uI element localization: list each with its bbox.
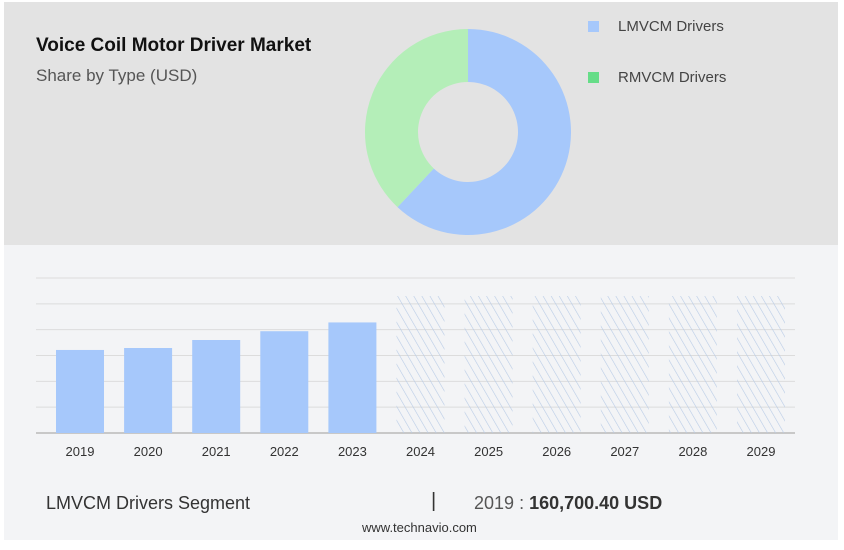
- x-tick-label: 2027: [610, 444, 639, 459]
- legend-swatch: [588, 72, 599, 83]
- donut-slice-1: [397, 29, 571, 235]
- forecast-bar-2024: [396, 296, 445, 433]
- separator: |: [431, 490, 437, 512]
- x-tick-label: 2025: [474, 444, 503, 459]
- x-tick-label: 2026: [542, 444, 571, 459]
- x-tick-label: 2020: [134, 444, 163, 459]
- bar-2022: [260, 331, 309, 433]
- x-tick-label: 2024: [406, 444, 435, 459]
- legend-label: RMVCM Drivers: [618, 69, 727, 86]
- legend-swatch: [588, 21, 599, 32]
- x-tick-label: 2028: [678, 444, 707, 459]
- legend-item-rmvcm: RMVCM Drivers: [588, 69, 726, 86]
- x-tick-label: 2029: [747, 444, 776, 459]
- bar-2023: [328, 322, 377, 433]
- forecast-bar-2025: [464, 296, 513, 433]
- bar-2020: [124, 348, 173, 433]
- forecast-bar-2026: [532, 296, 581, 433]
- x-tick-label: 2022: [270, 444, 299, 459]
- segment-label: LMVCM Drivers Segment: [46, 493, 251, 513]
- x-tick-label: 2021: [202, 444, 231, 459]
- donut-slice-2: [364, 29, 468, 208]
- colon: :: [519, 493, 525, 513]
- x-tick-label: 2019: [66, 444, 95, 459]
- x-tick-label: 2023: [338, 444, 367, 459]
- source-site: www.technavio.com: [362, 520, 477, 535]
- forecast-bar-2028: [668, 296, 717, 433]
- forecast-bar-2029: [737, 296, 785, 433]
- chart-title: Voice Coil Motor Driver Market: [36, 35, 312, 56]
- chart-subtitle: Share by Type (USD): [36, 66, 198, 85]
- legend-item-lmvcm: LMVCM Drivers: [588, 18, 724, 35]
- segment-year: 2019: [474, 493, 515, 513]
- legend-label: LMVCM Drivers: [618, 18, 724, 35]
- bar-2019: [56, 349, 104, 433]
- segment-value: 2019 : 160,700.40 USD: [474, 493, 662, 514]
- bar-2021: [192, 340, 241, 433]
- segment-amount: 160,700.40 USD: [529, 493, 663, 513]
- forecast-bar-2027: [600, 296, 649, 433]
